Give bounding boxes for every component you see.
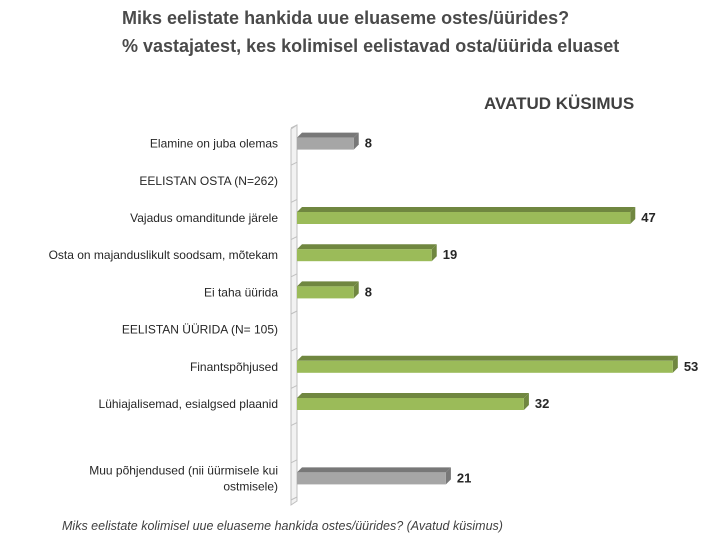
category-label: Ei taha üürida: [204, 285, 278, 299]
bar-side-face: [431, 244, 437, 262]
bar-top-face: [297, 467, 451, 473]
bar-side-face: [353, 132, 359, 150]
bar: [297, 398, 524, 410]
bar-top-face: [297, 281, 359, 287]
category-label-line: EELISTAN ÜÜRIDA (N= 105): [122, 323, 278, 337]
bar-side-face: [445, 467, 451, 485]
bar: [297, 212, 631, 224]
category-label-line: ostmisele): [223, 479, 278, 493]
axis-tick: [290, 161, 298, 166]
axis-tick: [290, 310, 298, 315]
category-label: Elamine on juba olemas: [150, 137, 278, 151]
bar-side-face: [630, 207, 636, 224]
value-label: 8: [365, 136, 372, 151]
value-label: 19: [443, 247, 457, 262]
category-label: Lühiajalisemad, esialgsed plaanid: [99, 397, 278, 411]
category-label-line: Muu põhjendused (nii üürmisele kui: [89, 463, 278, 477]
chart-title-line-2: % vastajatest, kes kolimisel eelistavad …: [122, 36, 620, 56]
value-label: 8: [365, 284, 372, 299]
value-label: 47: [641, 210, 655, 225]
category-label-line: Lühiajalisemad, esialgsed plaanid: [99, 397, 278, 411]
bar: [297, 137, 354, 150]
axis-tick: [290, 422, 298, 427]
category-label: Osta on majanduslikult soodsam, mõtekam: [49, 248, 278, 262]
axis-tick: [290, 124, 298, 129]
category-label-line: Finantspõhjused: [190, 360, 278, 374]
category-label-line: Osta on majanduslikult soodsam, mõtekam: [49, 248, 278, 262]
value-label: 21: [457, 470, 471, 485]
bar-side-face: [672, 355, 678, 373]
bar-top-face: [297, 207, 636, 212]
bar-side-face: [523, 393, 529, 410]
category-label-line: Vajadus omanditunde järele: [130, 211, 278, 225]
axis-tick: [290, 347, 298, 352]
category-label: Finantspõhjused: [190, 360, 278, 374]
bar-top-face: [297, 244, 437, 250]
category-label: Muu põhjendused (nii üürmisele kui ostmis…: [89, 463, 278, 493]
bar: [297, 472, 446, 485]
axis-tick: [290, 198, 298, 203]
chart-annotation: AVATUD KÜSIMUS: [484, 94, 635, 113]
axis-wall: [290, 124, 298, 506]
category-label: EELISTAN ÜÜRIDA (N= 105): [122, 323, 278, 337]
axis-tick: [290, 459, 298, 464]
category-label-line: Ei taha üürida: [204, 285, 278, 299]
category-label-line: EELISTAN OSTA (N=262): [139, 174, 278, 188]
axis-tick: [290, 236, 298, 241]
value-label: 32: [535, 396, 549, 411]
chart-title-line-1: Miks eelistate hankida uue eluaseme oste…: [122, 8, 570, 28]
category-label: EELISTAN OSTA (N=262): [139, 174, 278, 188]
bar-top-face: [297, 393, 529, 398]
bar: [297, 360, 673, 373]
bar: [297, 286, 354, 299]
axis-tick: [290, 384, 298, 389]
bar-top-face: [297, 355, 678, 361]
chart-caption: Miks eelistate kolimisel uue eluaseme ha…: [62, 519, 503, 533]
bar-side-face: [353, 281, 359, 299]
bar-top-face: [297, 132, 359, 138]
category-label: Vajadus omanditunde järele: [130, 211, 278, 225]
axis-tick: [290, 496, 298, 501]
axis-tick: [290, 273, 298, 278]
bar: [297, 249, 432, 262]
category-label-line: Elamine on juba olemas: [150, 137, 278, 151]
value-label: 53: [684, 359, 698, 374]
